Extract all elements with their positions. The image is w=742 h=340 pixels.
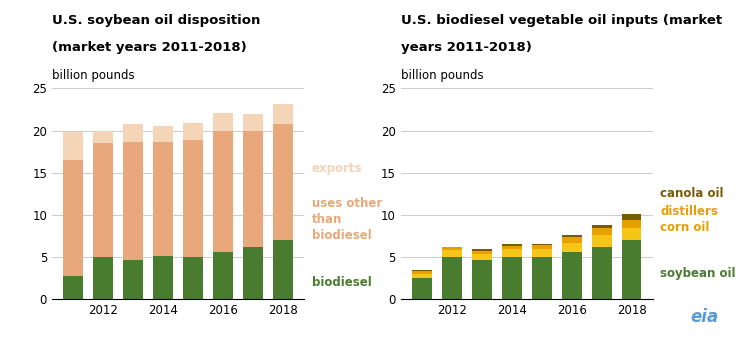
Bar xyxy=(213,131,233,252)
Bar xyxy=(154,126,173,142)
Bar xyxy=(442,257,462,299)
Bar xyxy=(502,246,522,250)
Bar xyxy=(442,247,462,250)
Bar xyxy=(412,270,432,271)
Bar xyxy=(622,220,642,227)
Text: soybean oil: soybean oil xyxy=(660,267,736,280)
Bar xyxy=(472,251,492,254)
Bar xyxy=(442,246,462,247)
Bar xyxy=(472,259,492,299)
Bar xyxy=(273,104,293,124)
Bar xyxy=(213,113,233,131)
Bar xyxy=(472,254,492,259)
Bar xyxy=(532,250,551,257)
Bar xyxy=(502,257,522,299)
Bar xyxy=(123,259,143,299)
Bar xyxy=(154,142,173,256)
Bar xyxy=(154,256,173,299)
Bar xyxy=(412,278,432,299)
Bar xyxy=(123,142,143,259)
Bar xyxy=(213,252,233,299)
Bar xyxy=(183,123,203,140)
Text: distillers
corn oil: distillers corn oil xyxy=(660,205,718,234)
Bar xyxy=(562,237,582,243)
Bar xyxy=(63,132,83,160)
Text: uses other
than
biodiesel: uses other than biodiesel xyxy=(312,197,382,242)
Text: eia: eia xyxy=(691,308,719,326)
Bar xyxy=(532,243,551,245)
Text: billion pounds: billion pounds xyxy=(52,69,134,82)
Bar xyxy=(93,143,113,257)
Bar xyxy=(63,276,83,299)
Bar xyxy=(63,160,83,276)
Bar xyxy=(502,244,522,246)
Bar xyxy=(532,257,551,299)
Text: years 2011-2018): years 2011-2018) xyxy=(401,41,531,54)
Bar xyxy=(592,235,611,247)
Bar xyxy=(442,250,462,257)
Bar xyxy=(622,227,642,240)
Bar xyxy=(183,257,203,299)
Bar xyxy=(273,240,293,299)
Bar xyxy=(562,235,582,237)
Text: (market years 2011-2018): (market years 2011-2018) xyxy=(52,41,246,54)
Bar xyxy=(592,225,611,227)
Bar xyxy=(472,250,492,251)
Text: U.S. biodiesel vegetable oil inputs (market: U.S. biodiesel vegetable oil inputs (mar… xyxy=(401,14,722,27)
Bar xyxy=(243,131,263,247)
Text: U.S. soybean oil disposition: U.S. soybean oil disposition xyxy=(52,14,260,27)
Bar xyxy=(123,124,143,142)
Bar xyxy=(93,257,113,299)
Bar xyxy=(412,274,432,278)
Bar xyxy=(592,247,611,299)
Bar xyxy=(622,214,642,220)
Text: biodiesel: biodiesel xyxy=(312,276,372,289)
Text: billion pounds: billion pounds xyxy=(401,69,483,82)
Bar xyxy=(243,114,263,131)
Bar xyxy=(592,227,611,235)
Bar xyxy=(93,131,113,143)
Bar xyxy=(243,247,263,299)
Bar xyxy=(622,240,642,299)
Bar xyxy=(412,271,432,274)
Bar xyxy=(183,140,203,257)
Bar xyxy=(532,245,551,250)
Bar xyxy=(502,250,522,257)
Text: canola oil: canola oil xyxy=(660,187,724,200)
Bar xyxy=(562,252,582,299)
Text: exports: exports xyxy=(312,162,362,175)
Bar xyxy=(562,243,582,252)
Bar xyxy=(273,124,293,240)
